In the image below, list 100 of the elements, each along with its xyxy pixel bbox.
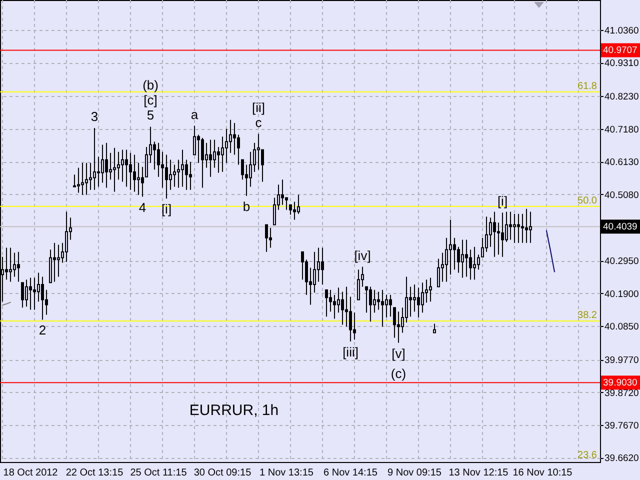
candlestick [449, 219, 452, 276]
x-tick-label: 6 Nov 14:15 [324, 468, 378, 478]
candlestick [285, 197, 288, 210]
candlestick [25, 279, 28, 308]
x-tick-label: 9 Nov 09:15 [388, 468, 442, 478]
candlestick [209, 139, 212, 178]
annotation: c [255, 114, 262, 130]
y-tick-label: 40.2950 [604, 256, 639, 268]
candlestick [357, 269, 360, 300]
y-tick-label: 40.8230 [604, 92, 639, 103]
candlestick [145, 146, 148, 178]
candlestick [53, 242, 56, 282]
candlestick [465, 239, 468, 278]
candlestick [133, 154, 136, 192]
candlestick [293, 201, 296, 220]
candlestick [205, 142, 208, 168]
ref-line-label: 40.4039 [603, 222, 638, 233]
candlestick [345, 286, 348, 328]
candlestick [525, 208, 528, 244]
candlestick [437, 258, 440, 288]
candlestick [489, 217, 492, 248]
candlestick [281, 179, 284, 206]
y-tick-label: 40.9310 [604, 58, 639, 70]
x-tick-label: 22 Oct 13:15 [66, 468, 124, 478]
candlestick [5, 247, 8, 280]
y-tick-label: 39.8720 [604, 388, 639, 399]
candlestick [469, 249, 472, 280]
annotation: [c] [144, 92, 158, 108]
candlestick [453, 237, 456, 270]
candlestick [321, 247, 324, 286]
candlestick [229, 119, 232, 154]
ref-line-label: 39.9030 [603, 378, 638, 389]
annotation: [iii] [342, 344, 358, 360]
candlestick [365, 286, 368, 314]
candlestick [193, 125, 196, 156]
candlestick [109, 152, 112, 180]
y-tick-label: 40.7180 [604, 124, 639, 136]
candlestick [317, 247, 320, 282]
candlestick [405, 276, 408, 324]
candlestick [37, 272, 40, 302]
candlestick [497, 222, 500, 256]
candlestick [289, 204, 292, 216]
candlestick [101, 144, 104, 184]
candlestick [81, 162, 84, 196]
annotation: a [190, 106, 199, 122]
y-tick-label: 40.6130 [604, 157, 639, 168]
candlestick [21, 282, 24, 308]
candlestick [509, 211, 512, 240]
candlestick [73, 174, 76, 188]
candlestick [57, 244, 60, 278]
candlestick [517, 213, 520, 244]
annotation: 23.6 [578, 450, 598, 461]
candlestick [113, 147, 116, 192]
candlestick [33, 277, 36, 310]
candlestick [93, 127, 96, 190]
candlestick [29, 277, 32, 310]
candlestick [153, 141, 156, 170]
candlestick [393, 307, 396, 338]
candlestick [325, 289, 328, 318]
candlestick [333, 294, 336, 320]
candlestick [429, 277, 432, 302]
annotation: (b) [142, 78, 158, 93]
candlestick [377, 291, 380, 310]
candlestick [417, 287, 420, 318]
annotation: 5 [146, 108, 154, 123]
x-tick-label: 18 Oct 2012 [3, 468, 58, 478]
candlestick [189, 161, 192, 190]
candlestick [421, 282, 424, 314]
candlestick [273, 197, 276, 226]
y-tick-label: 40.0850 [604, 321, 639, 332]
candlestick [257, 133, 260, 170]
candlestick [165, 154, 168, 200]
candlestick [217, 146, 220, 174]
candlestick [105, 142, 108, 188]
candlestick [409, 286, 412, 318]
candlestick [425, 279, 428, 304]
candlestick [481, 237, 484, 258]
candlestick [397, 311, 400, 344]
candlestick [233, 122, 236, 156]
candlestick [457, 246, 460, 274]
candlestick [493, 211, 496, 258]
candlestick [301, 251, 304, 280]
candlestick [161, 151, 164, 188]
x-tick-label: 30 Oct 09:15 [194, 468, 252, 478]
candlestick [269, 227, 272, 248]
candlestick [461, 239, 464, 278]
y-tick-label: 40.1900 [604, 288, 639, 300]
candlestick [373, 289, 376, 314]
annotation: [i] [497, 194, 508, 209]
candlestick [185, 159, 188, 190]
ref-line-label: 40.9707 [603, 45, 638, 56]
candlestick [97, 156, 100, 188]
annotation: EURRUR, 1h [189, 402, 279, 419]
candlestick [297, 194, 300, 214]
candlestick [501, 212, 504, 258]
candlestick [529, 211, 532, 244]
x-tick-label: 16 Nov 10:15 [512, 468, 573, 478]
candlestick [177, 159, 180, 188]
candlestick [249, 151, 252, 188]
candlestick [521, 213, 524, 244]
